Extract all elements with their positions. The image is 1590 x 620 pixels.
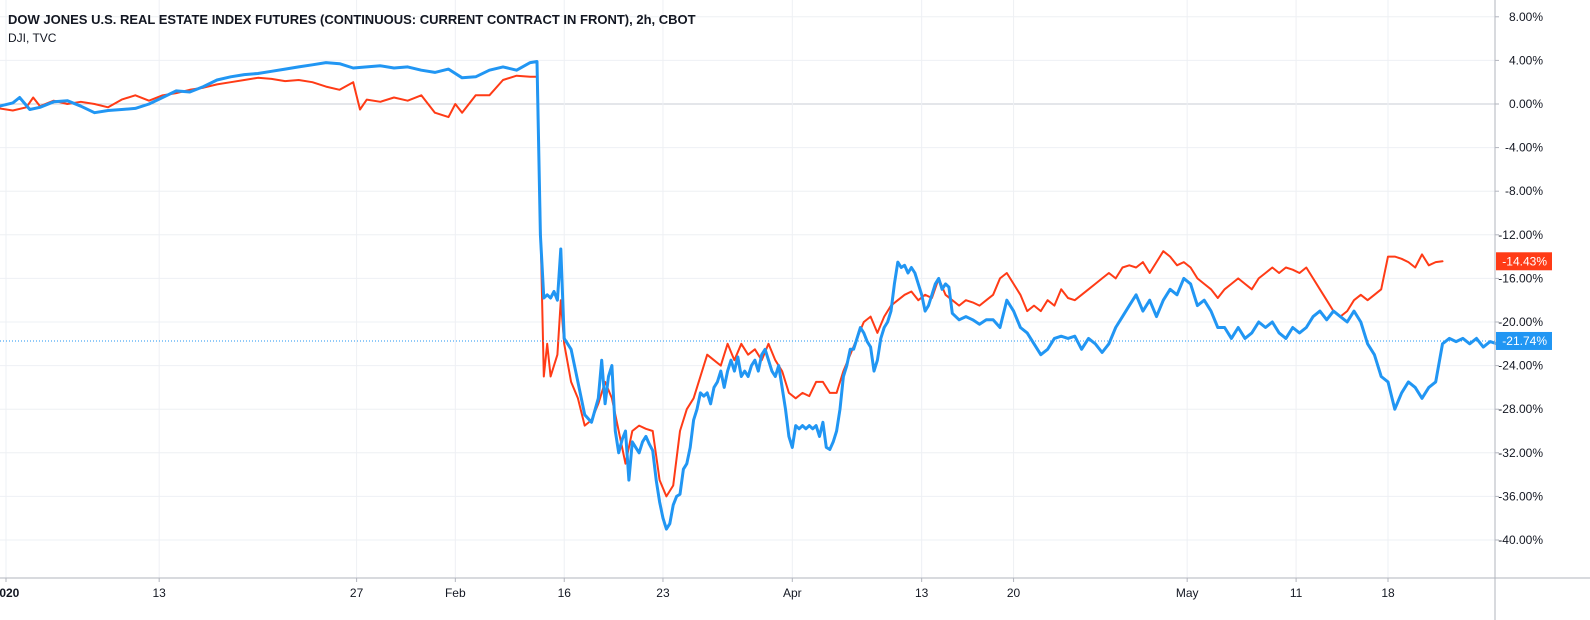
x-tick-label: 11 <box>1290 586 1303 600</box>
y-tick-label: -16.00% <box>1498 271 1543 285</box>
x-tick-label: May <box>1176 586 1199 600</box>
grid <box>0 0 1495 578</box>
x-tick-label: 27 <box>350 586 364 600</box>
x-tick-label: 18 <box>1381 586 1395 600</box>
series-line-dji <box>0 74 1444 498</box>
y-tick-label: 4.00% <box>1509 53 1543 67</box>
y-tick-label: -40.00% <box>1498 533 1543 547</box>
y-tick-label: -4.00% <box>1505 141 1543 155</box>
last-value-badges: -21.74% -14.43% <box>1496 252 1552 350</box>
y-tick-label: 0.00% <box>1509 97 1543 111</box>
x-tick-label: 13 <box>915 586 929 600</box>
y-tick-label: -12.00% <box>1498 228 1543 242</box>
last-value-label: -14.43% <box>1502 254 1547 268</box>
y-tick-label: -8.00% <box>1505 184 1543 198</box>
series-line-real-estate <box>0 60 1526 531</box>
last-value-badge-real-estate <box>1496 331 1552 350</box>
x-tick-label: 2020 <box>0 586 20 600</box>
y-tick-label: -24.00% <box>1498 359 1543 373</box>
last-value-badge-dji <box>1496 252 1552 271</box>
x-tick-label: Feb <box>445 586 466 600</box>
series-layer <box>0 60 1526 531</box>
y-tick-label: -28.00% <box>1498 402 1543 416</box>
chart-subtitle: DJI, TVC <box>8 31 57 45</box>
x-tick-label: 16 <box>558 586 572 600</box>
x-tick-label: 13 <box>152 586 166 600</box>
x-tick-label: 23 <box>656 586 670 600</box>
y-tick-label: -32.00% <box>1498 446 1543 460</box>
chart-title: DOW JONES U.S. REAL ESTATE INDEX FUTURES… <box>8 12 696 27</box>
x-tick-label: 20 <box>1007 586 1021 600</box>
y-tick-label: -36.00% <box>1498 489 1543 503</box>
x-tick-label: Apr <box>783 586 802 600</box>
y-tick-label: -20.00% <box>1498 315 1543 329</box>
y-tick-label: 8.00% <box>1509 10 1543 24</box>
last-value-label: -21.74% <box>1502 334 1547 348</box>
